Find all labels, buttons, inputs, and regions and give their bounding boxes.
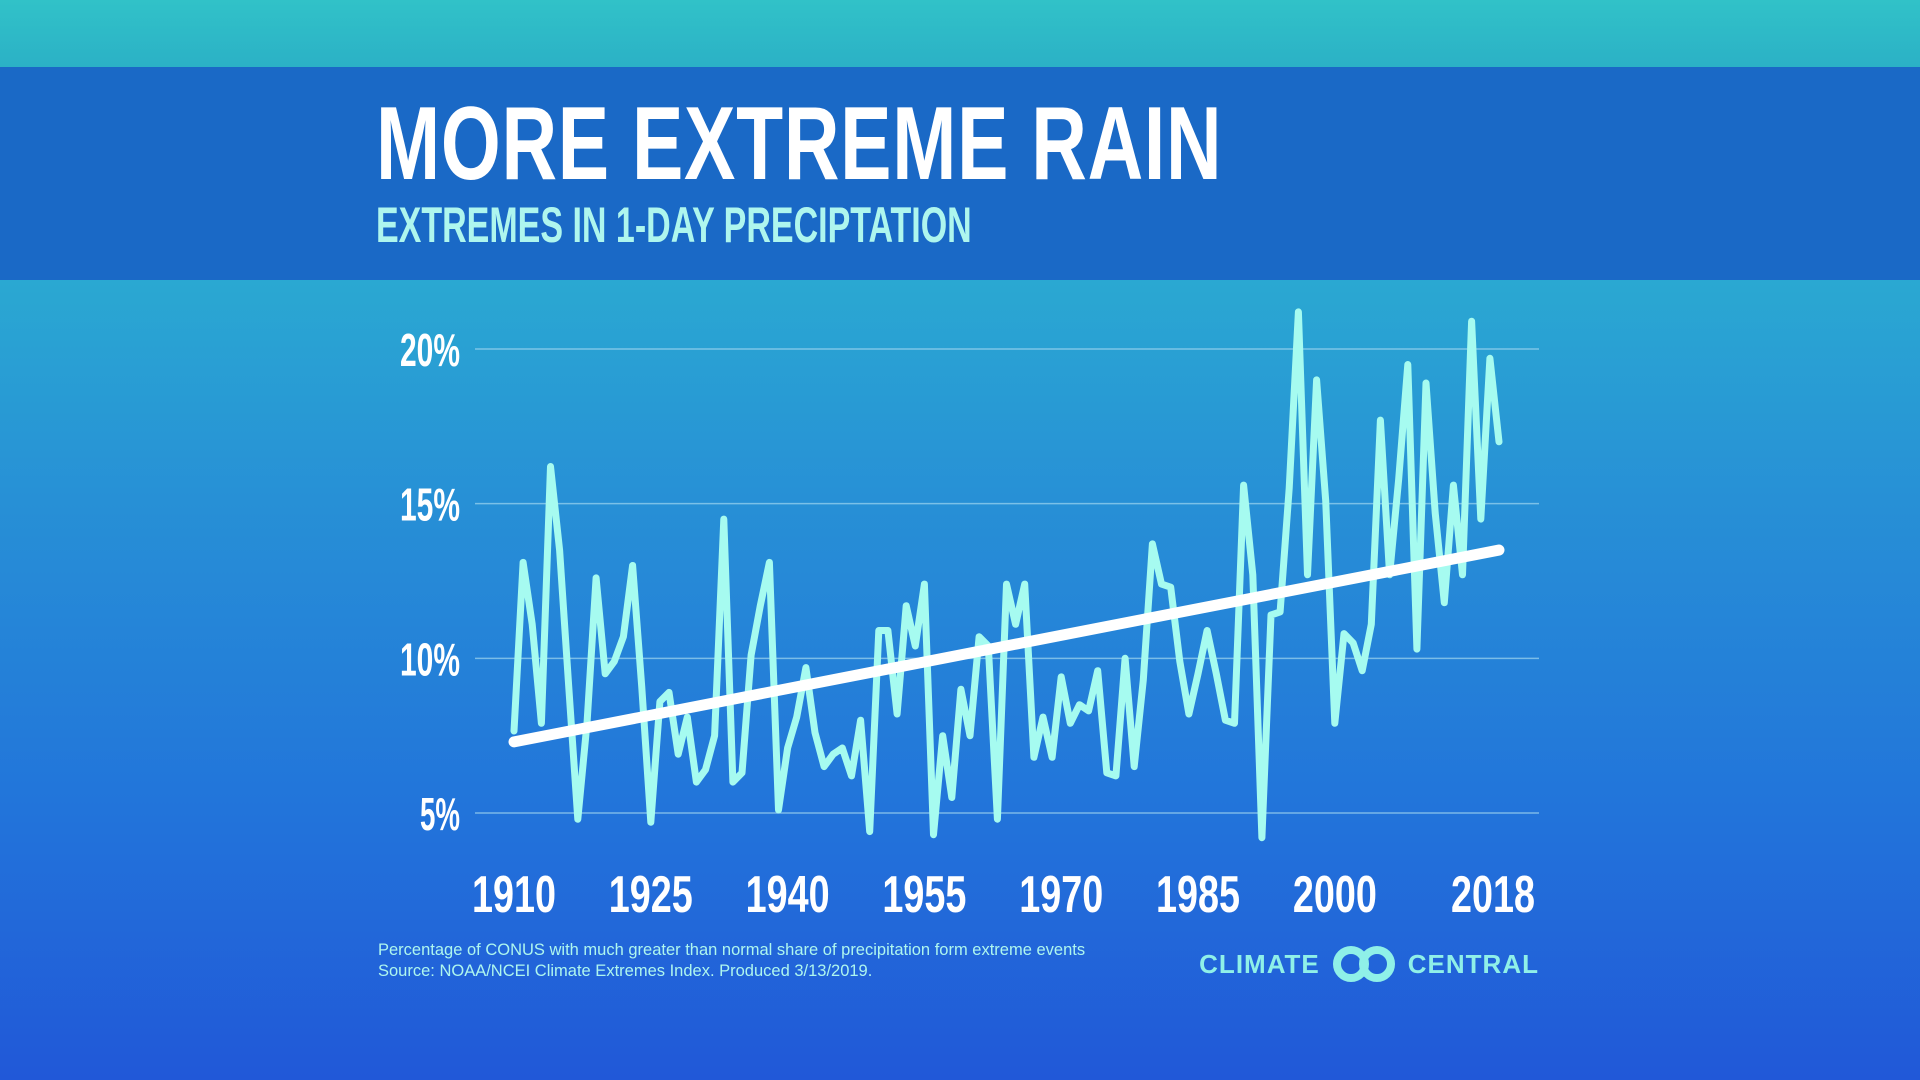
climate-central-logo: CLIMATE CENTRAL	[1199, 945, 1539, 983]
trend-line	[508, 544, 1505, 748]
logo-text-right: CENTRAL	[1407, 948, 1539, 979]
page-title: MORE EXTREME RAIN	[376, 86, 1223, 202]
x-tick-label: 2000	[1293, 866, 1377, 924]
y-tick-label: 5%	[420, 788, 460, 840]
interlocked-rings-logo-icon	[1332, 946, 1395, 982]
y-tick-label: 10%	[400, 633, 460, 685]
logo-text-left: CLIMATE	[1199, 948, 1320, 979]
x-axis-labels: 1910 1925 1940 1955 1970 1985 2000 2018	[472, 866, 1535, 924]
y-axis-labels: 20% 15% 10% 5%	[400, 324, 460, 840]
y-tick-label: 20%	[400, 324, 460, 376]
footnote-description: Percentage of CONUS with much greater th…	[378, 941, 1086, 959]
series	[508, 308, 1505, 842]
page-subtitle: EXTREMES IN 1-DAY PRECIPTATION	[376, 197, 972, 253]
x-tick-label: 1955	[882, 866, 966, 924]
x-tick-label: 1985	[1156, 866, 1240, 924]
footnote-source: Source: NOAA/NCEI Climate Extremes Index…	[378, 962, 873, 980]
footnote: Percentage of CONUS with much greater th…	[378, 940, 1085, 982]
x-tick-label: 1925	[609, 866, 693, 924]
x-tick-label: 1970	[1019, 866, 1103, 924]
header-band	[0, 67, 1920, 280]
x-tick-label: 1910	[472, 866, 556, 924]
x-tick-label: 2018	[1451, 866, 1535, 924]
y-tick-label: 15%	[400, 479, 460, 531]
top-band	[0, 0, 1920, 67]
x-tick-label: 1940	[746, 866, 830, 924]
